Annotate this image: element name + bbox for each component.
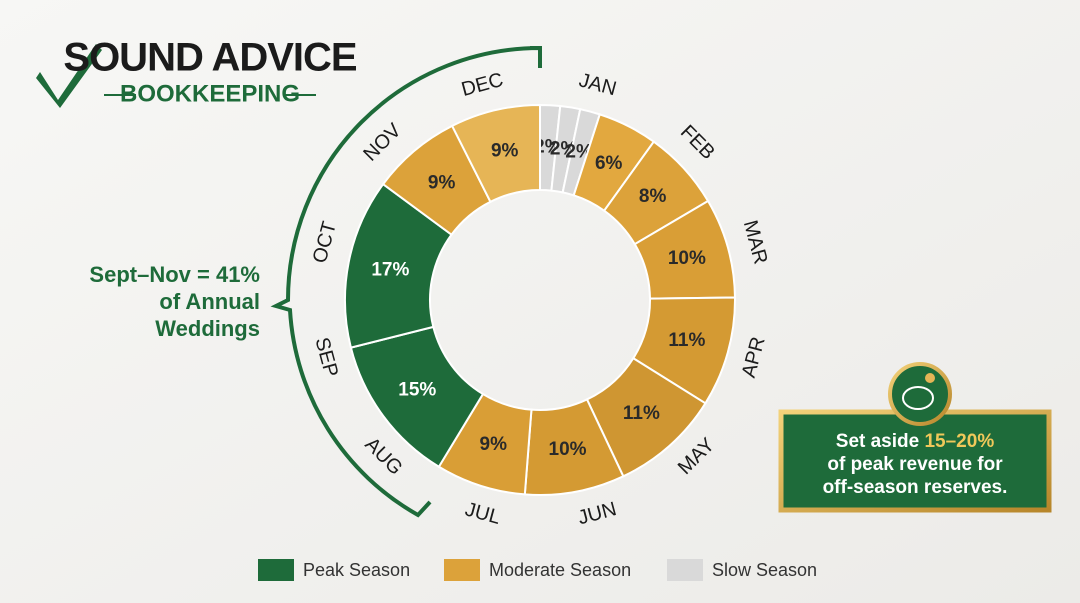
piggy bbox=[902, 386, 934, 410]
value-label: 9% bbox=[480, 434, 508, 455]
value-label: 8% bbox=[639, 186, 667, 207]
value-label: 9% bbox=[491, 141, 519, 162]
callout-line3: off-season reserves. bbox=[823, 477, 1008, 498]
logo-check bbox=[36, 44, 102, 108]
callout-line2: of peak revenue for bbox=[827, 454, 1003, 475]
slice bbox=[450, 103, 541, 204]
legend-swatch bbox=[444, 559, 480, 581]
annotation-line: of Annual bbox=[159, 289, 260, 314]
annotation-line: Sept–Nov = 41% bbox=[89, 262, 260, 287]
legend-swatch bbox=[667, 559, 703, 581]
legend-label: Peak Season bbox=[303, 560, 410, 580]
value-label: 6% bbox=[595, 153, 623, 174]
legend-label: Moderate Season bbox=[489, 560, 631, 580]
brand: SOUND ADVICE bbox=[63, 36, 357, 80]
coin bbox=[925, 373, 935, 383]
bracket bbox=[270, 46, 542, 518]
value-label: 10% bbox=[549, 439, 587, 460]
callout-box bbox=[778, 409, 1052, 513]
donut: 2%2%2%6%8%10%11%11%10%9%15%17%9%9%JANFEB… bbox=[309, 69, 772, 530]
value-label: 17% bbox=[371, 260, 409, 281]
value-label: 9% bbox=[428, 172, 456, 193]
piggy-icon bbox=[888, 362, 952, 426]
subbrand: BOOKKEEPING bbox=[120, 80, 300, 107]
value-label: 11% bbox=[623, 403, 660, 424]
legend-label: Slow Season bbox=[712, 560, 817, 580]
callout-line1: Set aside 15–20% bbox=[836, 431, 995, 452]
legend-swatch bbox=[258, 559, 294, 581]
value-label: 11% bbox=[668, 330, 705, 351]
legend: Peak Season Moderate Season Slow Season bbox=[258, 559, 817, 581]
annotation-line: Weddings bbox=[155, 316, 260, 341]
value-label: 10% bbox=[668, 248, 706, 269]
value-label: 15% bbox=[398, 380, 436, 401]
